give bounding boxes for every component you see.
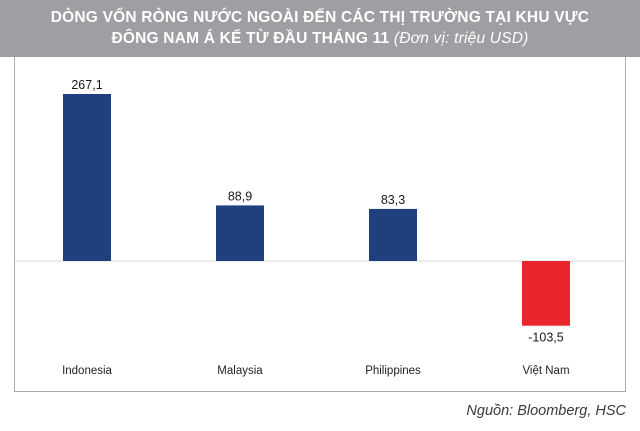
data-label-2: 88,9	[228, 189, 252, 203]
category-label-2: Malaysia	[217, 365, 263, 377]
category-label-3: Philippines	[365, 365, 421, 377]
data-label-3: 83,3	[381, 193, 405, 207]
data-label-4: -103,5	[528, 331, 563, 345]
bar-3	[369, 208, 417, 261]
chart-title-line2: ĐÔNG NAM Á KỂ TỪ ĐẦU THÁNG 11 (Đơn vị: t…	[0, 28, 640, 49]
bar-chart: 267,1 Indonesia 88,9 Malaysia 83,3 Philippine…	[15, 78, 625, 377]
source-note: Nguồn: Bloomberg, HSC	[466, 403, 626, 419]
category-label-1: Indonesia	[62, 365, 112, 377]
bar-2	[216, 205, 264, 261]
bar-4	[522, 261, 570, 326]
chart-title-line1: DÒNG VỐN RÒNG NƯỚC NGOÀI ĐẾN CÁC THỊ TRƯ…	[50, 9, 590, 26]
data-label-1: 267,1	[71, 78, 102, 92]
chart-frame	[14, 57, 626, 392]
bar-1	[63, 94, 111, 261]
chart-title-line2-main: ĐÔNG NAM Á KỂ TỪ ĐẦU THÁNG 11	[111, 30, 390, 47]
chart-unit-label: (Đơn vị: triệu USD)	[393, 30, 529, 47]
category-label-4: Việt Nam	[522, 365, 569, 377]
chart-title-band: DÒNG VỐN RÒNG NƯỚC NGOÀI ĐẾN CÁC THỊ TRƯ…	[0, 0, 640, 57]
